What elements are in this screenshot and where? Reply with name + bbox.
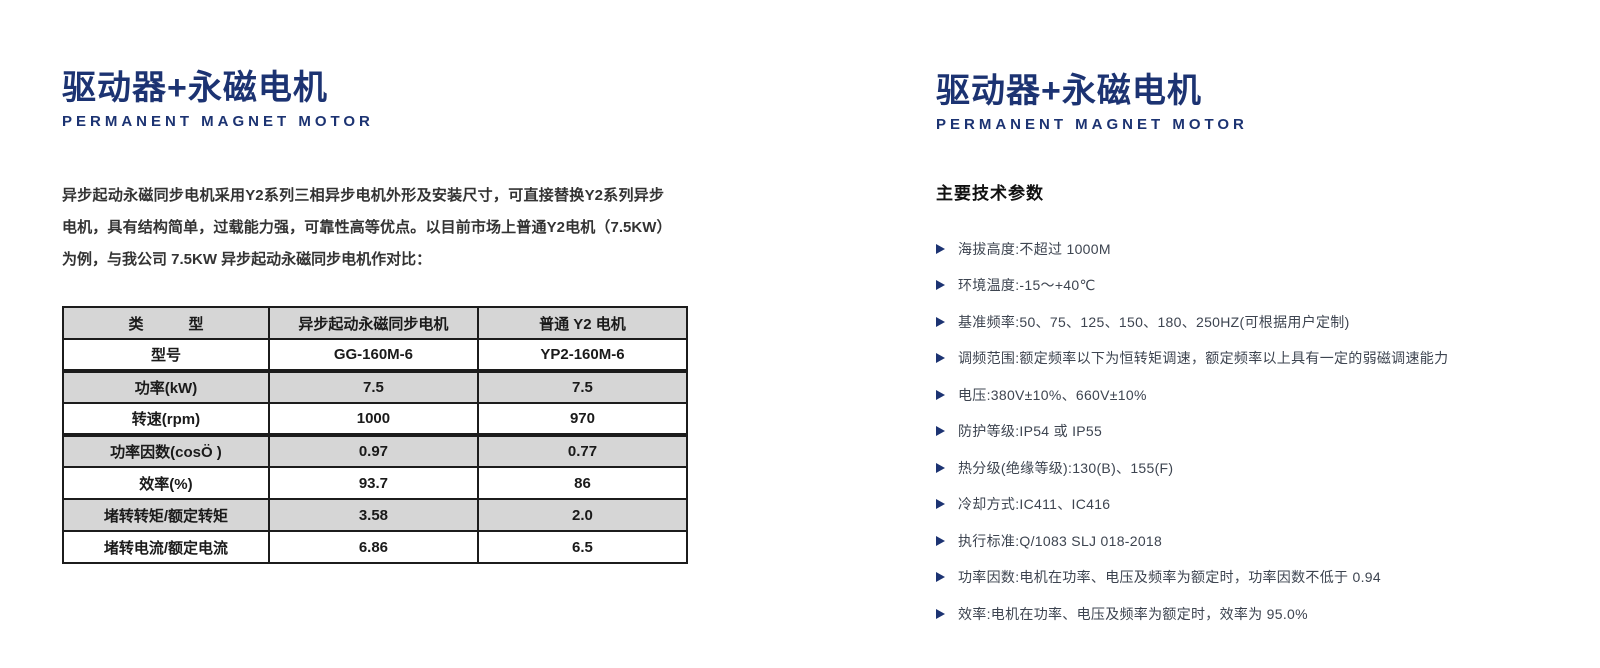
tech-param-text: 环境温度:-15～+40℃	[958, 277, 1096, 294]
row-value-cell: GG-160M-6	[267, 338, 479, 374]
tech-param-item: 效率:电机在功率、电压及频率为额定时，效率为 95.0%	[936, 595, 1576, 632]
triangle-bullet-icon	[936, 572, 945, 583]
right-column: 驱动器+永磁电机 PERMANENT MAGNET MOTOR 主要技术参数 海…	[936, 72, 1576, 632]
row-label-cell: 堵转电流/额定电流	[62, 530, 270, 565]
tech-param-item: 防护等级:IP54 或 IP55	[936, 413, 1576, 450]
left-column: 驱动器+永磁电机 PERMANENT MAGNET MOTOR 异步起动永磁同步…	[62, 69, 690, 565]
tech-param-text: 基准频率:50、75、125、150、180、250HZ(可根据用户定制)	[958, 313, 1350, 330]
tech-param-item: 功率因数:电机在功率、电压及频率为额定时，功率因数不低于 0.94	[936, 559, 1576, 596]
row-value-cell: 6.86	[267, 530, 479, 565]
table-row: 型号 GG-160M-6 YP2-160M-6	[62, 338, 689, 374]
table-row: 转速(rpm) 1000 970	[62, 402, 689, 438]
tech-param-item: 冷却方式:IC411、IC416	[936, 486, 1576, 523]
page-title-left: 驱动器+永磁电机	[62, 69, 328, 107]
tech-param-item: 环境温度:-15～+40℃	[936, 267, 1576, 304]
tech-param-text: 电压:380V±10%、660V±10%	[958, 386, 1147, 403]
row-label-cell: 功率因数(cosÖ )	[62, 434, 270, 469]
triangle-bullet-icon	[936, 389, 945, 400]
row-value-cell: 0.97	[267, 434, 479, 469]
tech-param-text: 热分级(绝缘等级):130(B)、155(F)	[958, 459, 1174, 476]
row-label-cell: 转速(rpm)	[62, 402, 270, 438]
triangle-bullet-icon	[936, 608, 945, 619]
tech-param-text: 冷却方式:IC411、IC416	[958, 496, 1111, 513]
row-value-cell: 6.5	[476, 530, 689, 565]
tech-param-item: 电压:380V±10%、660V±10%	[936, 376, 1576, 413]
tech-param-text: 防护等级:IP54 或 IP55	[958, 423, 1103, 440]
triangle-bullet-icon	[936, 316, 945, 327]
tech-params-heading: 主要技术参数	[936, 184, 1044, 204]
row-value-cell: 970	[476, 402, 689, 438]
page-title-right: 驱动器+永磁电机	[936, 72, 1202, 110]
tech-param-item: 调频范围:额定频率以下为恒转矩调速，额定频率以上具有一定的弱磁调速能力	[936, 340, 1576, 377]
table-row: 堵转电流/额定电流 6.86 6.5	[62, 530, 689, 565]
row-value-cell: 93.7	[267, 466, 479, 501]
page-subtitle-left: PERMANENT MAGNET MOTOR	[62, 113, 374, 131]
row-value-cell: 0.77	[476, 434, 689, 469]
row-value-cell: YP2-160M-6	[476, 338, 689, 374]
triangle-bullet-icon	[936, 426, 945, 437]
table-header-cell-type: 类 型	[62, 306, 270, 341]
row-label-cell: 型号	[62, 338, 270, 374]
tech-params-list: 海拔高度:不超过 1000M 环境温度:-15～+40℃ 基准频率:50、75、12…	[936, 230, 1576, 632]
row-value-cell: 7.5	[476, 370, 689, 405]
triangle-bullet-icon	[936, 535, 945, 546]
table-row: 效率(%) 93.7 86	[62, 466, 689, 501]
tech-param-item: 海拔高度:不超过 1000M	[936, 230, 1576, 267]
row-value-cell: 3.58	[267, 498, 479, 533]
motor-comparison-table: 类 型 异步起动永磁同步电机 普通 Y2 电机 型号 GG-160M-6 YP2-1…	[62, 306, 689, 565]
page-subtitle-right: PERMANENT MAGNET MOTOR	[936, 116, 1248, 134]
triangle-bullet-icon	[936, 353, 945, 364]
triangle-bullet-icon	[936, 499, 945, 510]
tech-param-text: 海拔高度:不超过 1000M	[958, 240, 1111, 257]
tech-param-text: 效率:电机在功率、电压及频率为额定时，效率为 95.0%	[958, 605, 1308, 622]
row-label-cell: 功率(kW)	[62, 370, 270, 405]
tech-param-text: 功率因数:电机在功率、电压及频率为额定时，功率因数不低于 0.94	[958, 569, 1381, 586]
table-row: 堵转转矩/额定转矩 3.58 2.0	[62, 498, 689, 533]
table-row: 功率因数(cosÖ ) 0.97 0.77	[62, 434, 689, 469]
row-value-cell: 7.5	[267, 370, 479, 405]
table-row: 功率(kW) 7.5 7.5	[62, 370, 689, 405]
table-header-cell-pm-motor: 异步起动永磁同步电机	[267, 306, 479, 341]
tech-param-text: 执行标准:Q/1083 SLJ 018-2018	[958, 532, 1163, 549]
row-value-cell: 2.0	[476, 498, 689, 533]
row-label-cell: 效率(%)	[62, 466, 270, 501]
tech-param-item: 热分级(绝缘等级):130(B)、155(F)	[936, 449, 1576, 486]
intro-paragraph: 异步起动永磁同步电机采用Y2系列三相异步电机外形及安装尺寸，可直接替换Y2系列异…	[62, 187, 664, 269]
row-value-cell: 1000	[267, 402, 479, 438]
tech-param-item: 执行标准:Q/1083 SLJ 018-2018	[936, 522, 1576, 559]
tech-param-item: 基准频率:50、75、125、150、180、250HZ(可根据用户定制)	[936, 303, 1576, 340]
tech-param-text: 调频范围:额定频率以下为恒转矩调速，额定频率以上具有一定的弱磁调速能力	[958, 350, 1449, 367]
triangle-bullet-icon	[936, 280, 945, 291]
row-label-cell: 堵转转矩/额定转矩	[62, 498, 270, 533]
table-header-cell-y2-motor: 普通 Y2 电机	[476, 306, 689, 341]
row-value-cell: 86	[476, 466, 689, 501]
triangle-bullet-icon	[936, 243, 945, 254]
triangle-bullet-icon	[936, 462, 945, 473]
table-header-row: 类 型 异步起动永磁同步电机 普通 Y2 电机	[62, 306, 689, 341]
